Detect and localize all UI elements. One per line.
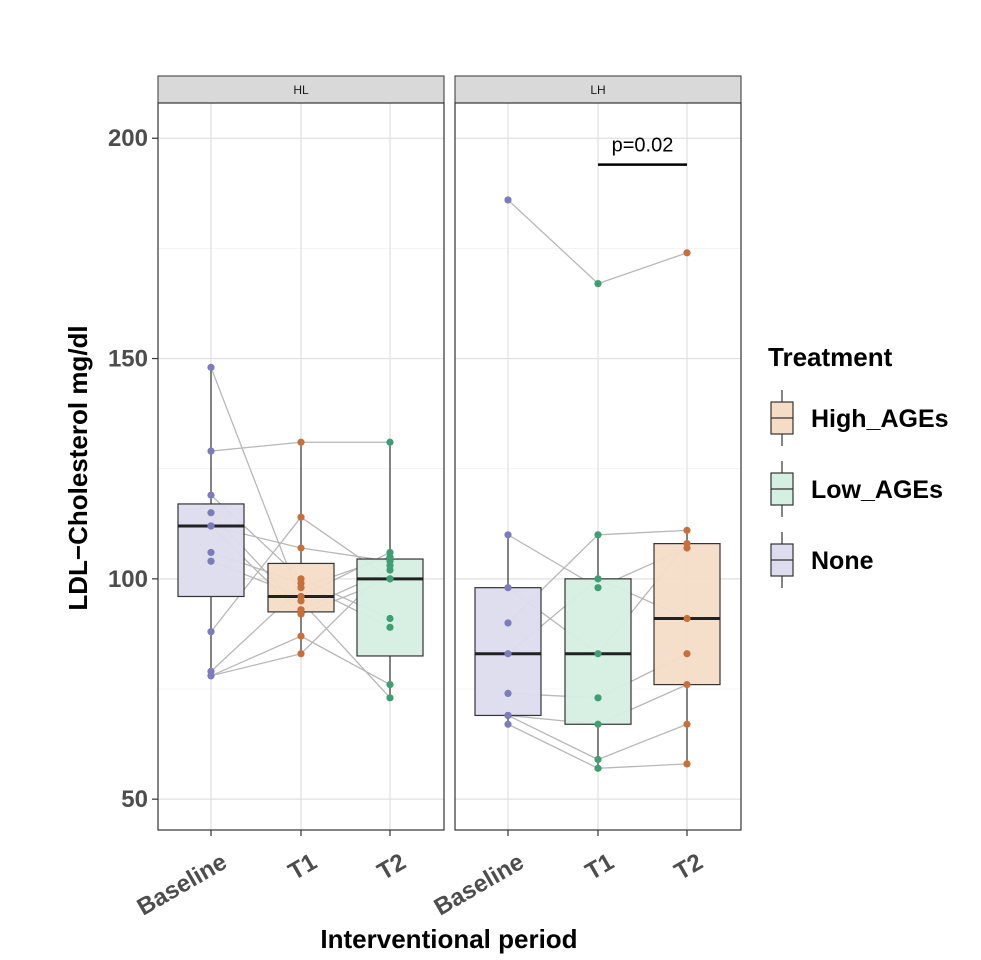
data-point (683, 681, 690, 688)
data-point (594, 280, 601, 287)
data-point (207, 364, 214, 371)
data-point (386, 553, 393, 560)
data-point (207, 558, 214, 565)
x-tick-label: T1 (581, 848, 619, 885)
significance-label: p=0.02 (612, 135, 674, 157)
data-point (594, 575, 601, 582)
y-tick-label: 200 (108, 125, 148, 152)
data-point (683, 721, 690, 728)
data-point (207, 549, 214, 556)
data-point (504, 196, 511, 203)
data-point (683, 760, 690, 767)
data-point (207, 492, 214, 499)
data-point (683, 249, 690, 256)
x-tick-label: Baseline (133, 848, 232, 921)
data-point (504, 619, 511, 626)
panel-hl: HL (158, 76, 444, 830)
data-point (504, 721, 511, 728)
x-tick-label: Baseline (430, 848, 529, 921)
data-point (207, 628, 214, 635)
data-point (207, 672, 214, 679)
panel-lh: LH p=0.02 (455, 76, 741, 830)
data-point (297, 544, 304, 551)
data-point (207, 522, 214, 529)
x-axis: Baseline T1 T2 Baseline T1 T2 (133, 830, 708, 921)
data-point (297, 611, 304, 618)
data-point (504, 712, 511, 719)
data-point (594, 756, 601, 763)
data-point (594, 721, 601, 728)
legend-keys: High_AGEs Low_AGEs None (771, 390, 949, 588)
panel-lh-strip-label: LH (590, 83, 605, 97)
data-point (683, 540, 690, 547)
data-point (297, 514, 304, 521)
panel-hl-strip-label: HL (293, 83, 309, 97)
data-point (207, 509, 214, 516)
data-point (386, 615, 393, 622)
box-lh-t2 (654, 544, 720, 685)
legend: Treatment High_AGEs Low_AGEs None (768, 342, 949, 588)
data-point (504, 690, 511, 697)
chart: HL LH p=0.02 50100150200 Baseline T1 T2 Bas… (0, 0, 981, 960)
y-axis-title: LDL−Cholesterol mg/dl (63, 325, 93, 610)
data-point (207, 447, 214, 454)
data-point (504, 584, 511, 591)
data-point (594, 584, 601, 591)
data-point (297, 584, 304, 591)
y-tick-label: 100 (108, 566, 148, 593)
x-axis-title: Interventional period (320, 924, 577, 954)
data-point (386, 575, 393, 582)
data-point (504, 650, 511, 657)
data-point (504, 531, 511, 538)
legend-label-low-ages: Low_AGEs (811, 476, 943, 504)
data-point (297, 650, 304, 657)
data-point (297, 439, 304, 446)
data-point (594, 694, 601, 701)
legend-title: Treatment (768, 342, 893, 372)
data-point (297, 633, 304, 640)
legend-label-high-ages: High_AGEs (811, 405, 949, 433)
data-point (594, 650, 601, 657)
data-point (386, 624, 393, 631)
y-tick-label: 150 (108, 346, 148, 373)
x-tick-label: T2 (670, 848, 708, 885)
x-tick-label: T2 (373, 848, 411, 885)
data-point (683, 527, 690, 534)
data-point (386, 681, 393, 688)
data-point (594, 531, 601, 538)
data-point (594, 765, 601, 772)
data-point (683, 650, 690, 657)
data-point (683, 615, 690, 622)
legend-label-none: None (811, 547, 874, 575)
data-point (297, 593, 304, 600)
x-tick-label: T1 (284, 848, 322, 885)
y-axis: 50 100 150 200 (108, 125, 158, 813)
y-tick-label: 50 (121, 786, 148, 813)
data-point (386, 439, 393, 446)
data-point (386, 694, 393, 701)
data-point (386, 562, 393, 569)
